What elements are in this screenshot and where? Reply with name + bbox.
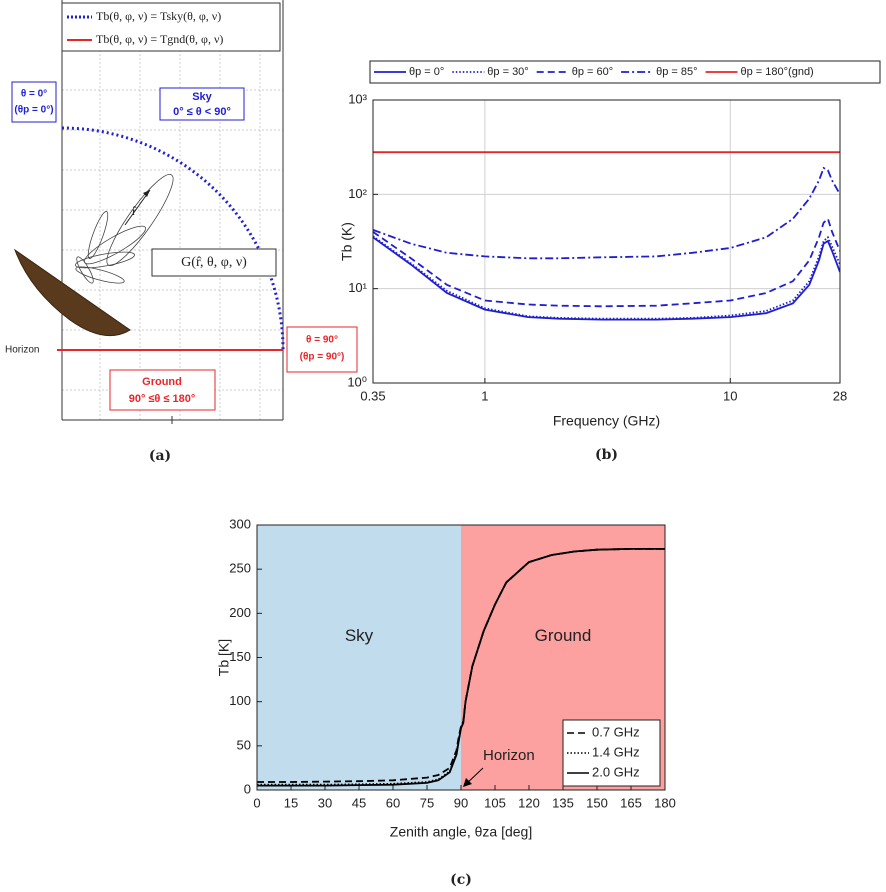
- y-axis-label: Tb [K]: [216, 639, 232, 676]
- zenith-label: (θp = 0°): [14, 105, 53, 116]
- ground-range: 90° ≤θ ≤ 180°: [129, 393, 196, 405]
- direction-label: r̂: [132, 204, 137, 218]
- gain-label: G(r̂, θ, φ, ν): [181, 255, 247, 270]
- x-tick-label: 10: [723, 388, 737, 403]
- sky-label: Sky: [192, 91, 212, 103]
- x-tick-label: 28: [833, 388, 847, 403]
- panel-a: r̂ Tb(θ, φ, ν) = Tsky(θ, φ, ν) Tb(θ, φ, …: [5, 0, 358, 464]
- y-tick-label: 250: [229, 561, 251, 576]
- x-tick-label: 45: [352, 795, 366, 810]
- y-tick-label: 10³: [348, 91, 367, 106]
- zenith-label: θ = 0°: [21, 89, 47, 100]
- x-axis-label: Frequency (GHz): [553, 413, 660, 429]
- legend-text: θp = 0°: [409, 66, 444, 78]
- legend-text: θp = 30°: [487, 66, 528, 78]
- x-tick-label: 135: [552, 795, 574, 810]
- legend-text: 0.7 GHz: [592, 724, 640, 739]
- x-tick-label: 90: [454, 795, 468, 810]
- legend-text: 1.4 GHz: [592, 744, 640, 759]
- y-axis-label: Tb (K): [339, 222, 355, 261]
- dish: [13, 248, 131, 337]
- x-tick-label: 0: [253, 795, 260, 810]
- y-tick-label: 10⁰: [347, 374, 367, 389]
- y-tick-label: 0: [244, 781, 251, 796]
- x-tick-label: 120: [518, 795, 540, 810]
- caption: (c): [450, 872, 472, 888]
- x-tick-label: 180: [654, 795, 676, 810]
- plot-frame: [372, 99, 841, 384]
- series-line: [373, 235, 840, 320]
- x-tick-label: 165: [620, 795, 642, 810]
- series-line: [373, 236, 840, 321]
- gain-box: [151, 248, 277, 277]
- region: [257, 525, 461, 790]
- arrow-head: [143, 190, 150, 197]
- x-tick-label: 30: [318, 795, 332, 810]
- plot-frame: [256, 524, 666, 791]
- sky-box: [159, 87, 245, 121]
- x-tick-label: 75: [420, 795, 434, 810]
- legend-text: Tb(θ, φ, ν) = Tgnd(θ, φ, ν): [96, 32, 223, 46]
- series-line: [257, 548, 665, 787]
- legend-text: θp = 60°: [572, 66, 613, 78]
- horizon-angle: θ = 90°: [306, 335, 338, 346]
- region-label: Ground: [535, 626, 592, 645]
- horizon-angle: (θp = 90°): [300, 352, 345, 363]
- zenith-box: [11, 81, 57, 123]
- horizon-box: [286, 326, 358, 373]
- x-axis-label: Zenith angle, θza [deg]: [390, 824, 532, 840]
- horizon-label: Horizon: [5, 345, 39, 356]
- series-line: [373, 166, 840, 260]
- y-tick-label: 10¹: [348, 280, 367, 295]
- x-tick-label: 0.35: [360, 388, 385, 403]
- beam-pattern: [75, 174, 174, 284]
- legend-text: θp = 85°: [656, 66, 697, 78]
- y-tick-label: 100: [229, 693, 251, 708]
- caption: (b): [595, 447, 618, 463]
- x-tick-label: 1: [481, 388, 488, 403]
- series-line: [373, 217, 840, 308]
- region-label: Sky: [345, 626, 374, 645]
- x-tick-label: 60: [386, 795, 400, 810]
- y-tick-label: 200: [229, 605, 251, 620]
- y-tick-label: 50: [237, 737, 251, 752]
- ground-label: Ground: [142, 376, 182, 388]
- legend-box: [61, 2, 281, 52]
- y-tick-label: 10²: [348, 186, 367, 201]
- sky-range: 0° ≤ θ < 90°: [173, 106, 231, 118]
- caption: (a): [149, 448, 171, 464]
- legend-box: [562, 719, 661, 787]
- ground-box: [109, 369, 216, 411]
- legend-text: 2.0 GHz: [592, 764, 640, 779]
- x-tick-label: 15: [284, 795, 298, 810]
- y-tick-label: 150: [229, 649, 251, 664]
- arrow-head: [463, 778, 472, 787]
- x-tick-label: 105: [484, 795, 506, 810]
- legend-text: Tb(θ, φ, ν) = Tsky(θ, φ, ν): [96, 9, 221, 23]
- legend-text: θp = 180°(gnd): [741, 66, 814, 78]
- x-tick-label: 150: [586, 795, 608, 810]
- y-tick-label: 300: [229, 516, 251, 531]
- annotation: Horizon: [483, 747, 535, 764]
